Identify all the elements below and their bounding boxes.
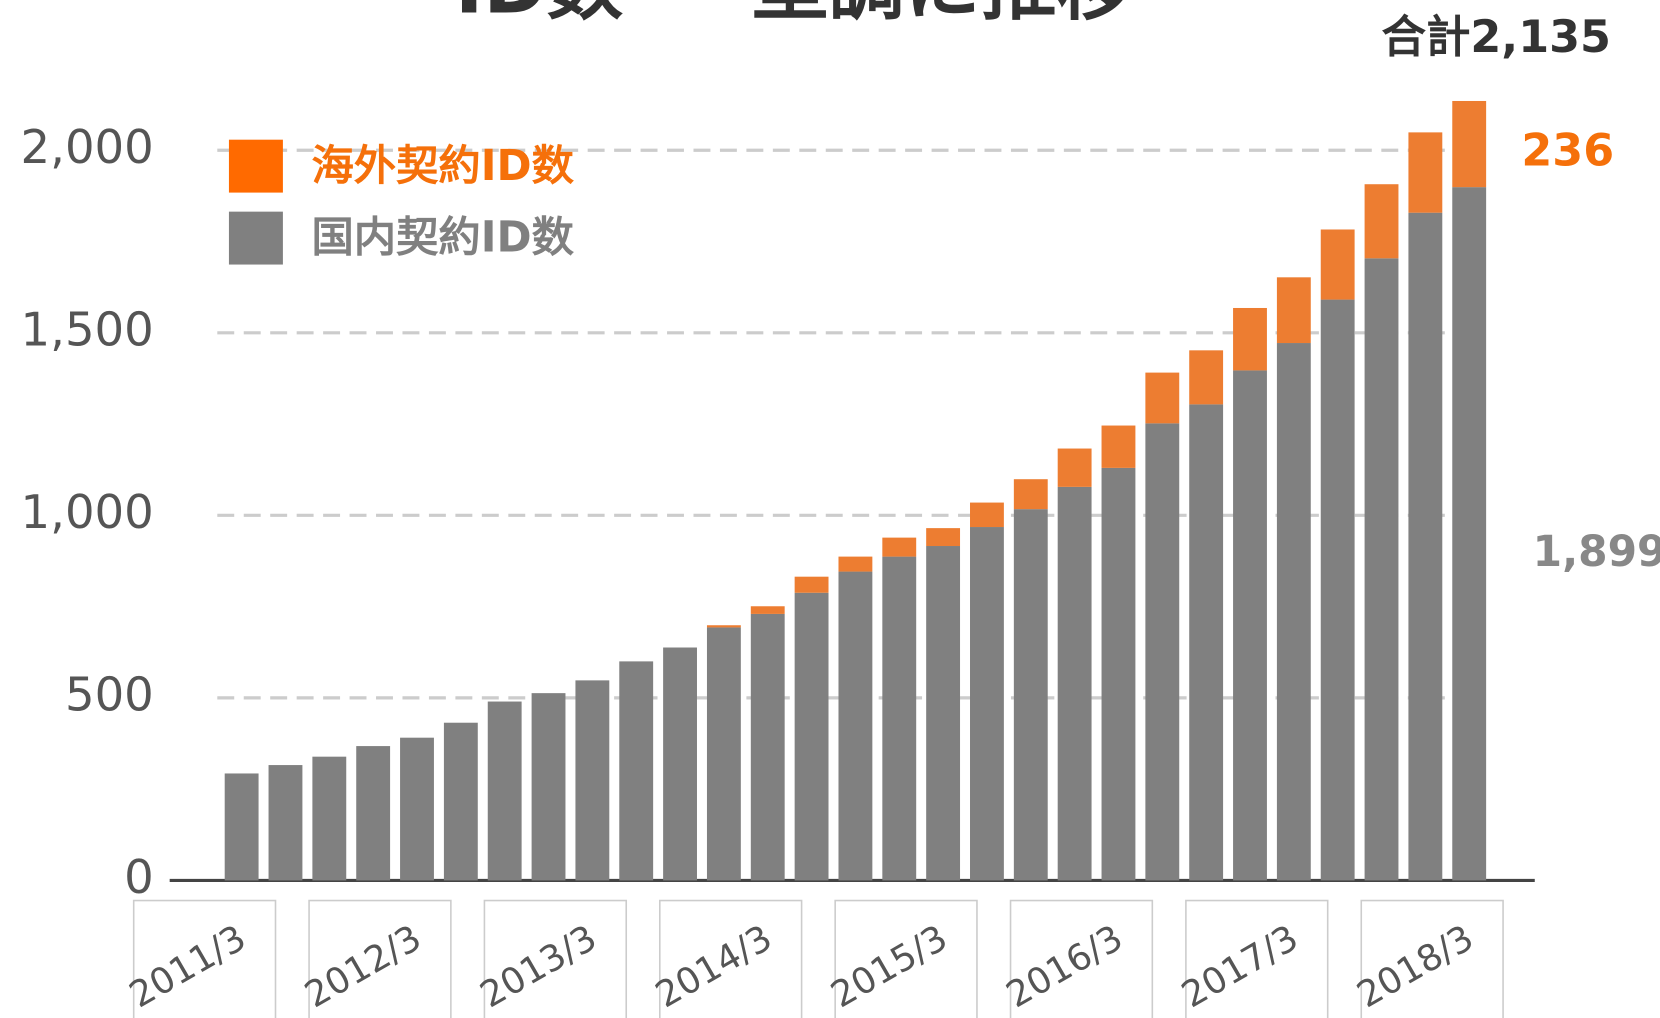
bar-segment bbox=[1364, 258, 1399, 881]
bar-segment bbox=[1408, 212, 1443, 881]
bar-segment bbox=[794, 576, 829, 593]
x-tick-label: 2011/3 bbox=[123, 918, 253, 1017]
x-tick-box bbox=[132, 899, 277, 1018]
bar-segment bbox=[750, 606, 785, 614]
bar-segment bbox=[794, 592, 829, 881]
legend-label: 海外契約ID数 bbox=[311, 141, 574, 190]
bar-segment bbox=[487, 701, 522, 881]
bar-segment bbox=[1101, 425, 1136, 468]
bar-segment bbox=[882, 556, 917, 881]
bar-segment bbox=[575, 680, 610, 881]
bar-segment bbox=[1145, 372, 1180, 424]
data-label: 236 bbox=[1521, 125, 1614, 176]
bar-segment bbox=[268, 765, 303, 881]
bar-segment bbox=[1013, 479, 1048, 510]
x-tick-box bbox=[1185, 899, 1329, 1018]
bar-segment bbox=[970, 527, 1004, 881]
y-tick-label: 500 bbox=[65, 667, 154, 721]
bar-segment bbox=[1452, 100, 1487, 188]
data-label: 1,899 bbox=[1533, 527, 1660, 576]
bar-segment bbox=[838, 571, 873, 881]
bar-segment bbox=[224, 773, 259, 881]
bar-segment bbox=[970, 502, 1004, 528]
x-tick-label: 2017/3 bbox=[1175, 918, 1305, 1017]
bar-segment bbox=[356, 746, 391, 881]
x-tick-box bbox=[483, 899, 628, 1018]
x-tick-box bbox=[834, 899, 978, 1018]
legend-swatch bbox=[228, 139, 283, 193]
x-tick-label: 2013/3 bbox=[474, 918, 604, 1017]
bar-segment bbox=[400, 737, 434, 881]
x-tick-box bbox=[1360, 899, 1504, 1018]
y-tick-label: 1,500 bbox=[21, 302, 154, 356]
x-tick-box bbox=[659, 899, 803, 1018]
bar-segment bbox=[1101, 467, 1136, 881]
total-annotation: 合計2,135 bbox=[1382, 12, 1611, 63]
chart-title: ID数 ー 堅調に推移 bbox=[455, 0, 1133, 31]
bar-segment bbox=[663, 647, 697, 881]
bar-segment bbox=[1057, 448, 1092, 487]
bar-segment bbox=[1320, 229, 1355, 300]
bar-segment bbox=[706, 627, 741, 881]
y-tick-label: 1,000 bbox=[21, 485, 154, 539]
x-tick-label: 2014/3 bbox=[649, 918, 779, 1017]
bar-segment bbox=[750, 613, 785, 881]
bar-segment bbox=[1233, 307, 1267, 371]
bar-segment bbox=[1233, 370, 1267, 881]
x-tick-label: 2012/3 bbox=[298, 918, 428, 1017]
bar-segment bbox=[1189, 350, 1224, 405]
y-tick-label: 0 bbox=[124, 850, 154, 904]
x-tick-label: 2016/3 bbox=[1000, 918, 1130, 1017]
x-tick-label: 2015/3 bbox=[824, 918, 954, 1017]
bar-segment bbox=[1364, 184, 1399, 259]
bar-segment bbox=[838, 556, 873, 572]
bar-segment bbox=[1057, 486, 1092, 881]
bar-segment bbox=[1408, 132, 1443, 213]
bar-segment bbox=[1189, 404, 1224, 881]
bar-segment bbox=[443, 722, 478, 881]
x-tick-box bbox=[308, 899, 452, 1018]
y-tick-label: 2,000 bbox=[21, 120, 154, 174]
bar-segment bbox=[619, 661, 654, 881]
bar-segment bbox=[1320, 299, 1355, 881]
bar-segment bbox=[1276, 277, 1311, 344]
bar-segment bbox=[926, 546, 961, 881]
bar-segment bbox=[1013, 509, 1048, 881]
bar-segment bbox=[531, 693, 566, 881]
bar-segment bbox=[882, 537, 917, 557]
bar-segment bbox=[1276, 343, 1311, 881]
bar-segment bbox=[926, 528, 961, 547]
x-tick-box bbox=[1009, 899, 1154, 1018]
bar-segment bbox=[1145, 423, 1180, 881]
bar-segment bbox=[1452, 187, 1487, 881]
bar-segment bbox=[706, 625, 741, 628]
legend-swatch bbox=[228, 211, 283, 265]
bar-segment bbox=[312, 756, 347, 881]
x-tick-label: 2018/3 bbox=[1350, 918, 1480, 1017]
legend-label: 国内契約ID数 bbox=[311, 213, 574, 262]
